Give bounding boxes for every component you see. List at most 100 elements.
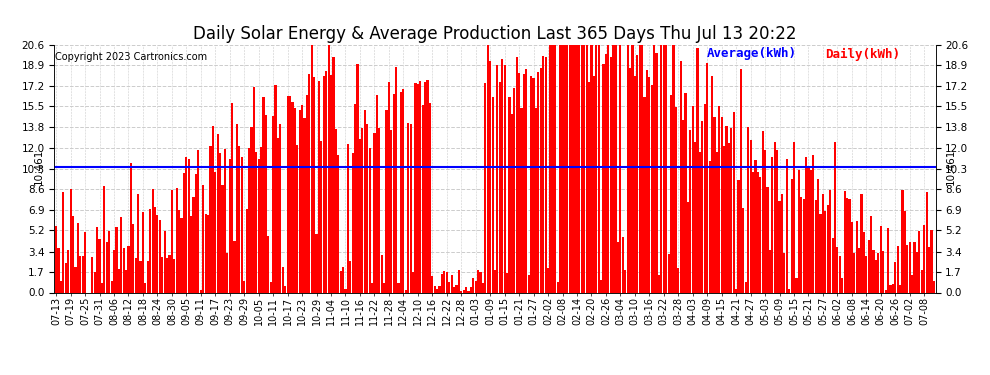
Bar	[427, 80, 429, 292]
Bar	[123, 248, 125, 292]
Bar	[754, 160, 756, 292]
Bar	[272, 116, 274, 292]
Bar	[585, 45, 588, 292]
Bar	[444, 271, 446, 292]
Bar	[600, 280, 602, 292]
Bar	[147, 261, 148, 292]
Bar	[479, 272, 481, 292]
Bar	[222, 185, 224, 292]
Bar	[931, 230, 933, 292]
Bar	[783, 254, 785, 292]
Bar	[236, 124, 238, 292]
Bar	[318, 81, 320, 292]
Bar	[778, 201, 781, 292]
Bar	[173, 259, 175, 292]
Bar	[133, 224, 135, 292]
Bar	[808, 168, 810, 292]
Bar	[195, 174, 197, 292]
Bar	[311, 45, 313, 292]
Bar	[914, 242, 916, 292]
Bar	[518, 73, 520, 292]
Bar	[749, 140, 751, 292]
Bar	[212, 126, 214, 292]
Bar	[884, 290, 887, 292]
Bar	[412, 272, 414, 292]
Bar	[202, 185, 204, 292]
Bar	[200, 290, 202, 292]
Bar	[721, 117, 723, 292]
Bar	[815, 200, 817, 292]
Bar	[687, 202, 689, 292]
Bar	[627, 45, 629, 292]
Bar	[530, 76, 533, 292]
Bar	[554, 45, 556, 292]
Bar	[410, 124, 412, 292]
Bar	[125, 270, 127, 292]
Bar	[477, 270, 479, 292]
Bar	[371, 283, 373, 292]
Bar	[675, 107, 677, 292]
Text: 10.461: 10.461	[946, 148, 956, 185]
Bar	[860, 194, 862, 292]
Bar	[858, 248, 860, 292]
Bar	[342, 267, 345, 292]
Bar	[91, 257, 93, 292]
Bar	[335, 129, 337, 292]
Bar	[487, 45, 489, 292]
Bar	[241, 157, 243, 292]
Bar	[161, 257, 163, 292]
Bar	[769, 250, 771, 292]
Bar	[561, 45, 563, 292]
Bar	[672, 45, 674, 292]
Bar	[296, 145, 298, 292]
Bar	[149, 209, 151, 292]
Bar	[462, 290, 464, 292]
Bar	[740, 69, 742, 292]
Bar	[855, 221, 857, 292]
Bar	[805, 157, 807, 292]
Bar	[603, 64, 605, 292]
Bar	[429, 103, 431, 292]
Bar	[923, 225, 926, 292]
Bar	[84, 232, 86, 292]
Bar	[457, 270, 460, 292]
Bar	[282, 267, 284, 292]
Bar	[850, 222, 853, 292]
Bar	[494, 270, 496, 292]
Bar	[205, 214, 207, 292]
Bar	[863, 232, 865, 292]
Bar	[286, 96, 289, 292]
Bar	[291, 102, 293, 292]
Bar	[224, 150, 226, 292]
Bar	[521, 108, 523, 292]
Bar	[373, 134, 375, 292]
Bar	[217, 134, 219, 292]
Bar	[111, 280, 113, 292]
Bar	[491, 97, 494, 292]
Bar	[393, 93, 395, 292]
Bar	[321, 141, 323, 292]
Bar	[470, 287, 472, 292]
Bar	[316, 234, 318, 292]
Bar	[415, 84, 417, 292]
Bar	[645, 70, 648, 292]
Bar	[188, 159, 190, 292]
Bar	[153, 207, 156, 292]
Bar	[338, 155, 340, 292]
Bar	[667, 254, 669, 292]
Bar	[231, 103, 234, 292]
Bar	[735, 290, 738, 292]
Bar	[294, 108, 296, 292]
Bar	[733, 112, 735, 292]
Bar	[140, 261, 142, 292]
Bar	[540, 68, 542, 292]
Bar	[790, 179, 793, 292]
Bar	[882, 252, 884, 292]
Bar	[906, 245, 909, 292]
Bar	[759, 177, 761, 292]
Bar	[761, 131, 763, 292]
Bar	[103, 186, 106, 292]
Bar	[803, 199, 805, 292]
Bar	[77, 223, 79, 292]
Bar	[788, 289, 790, 292]
